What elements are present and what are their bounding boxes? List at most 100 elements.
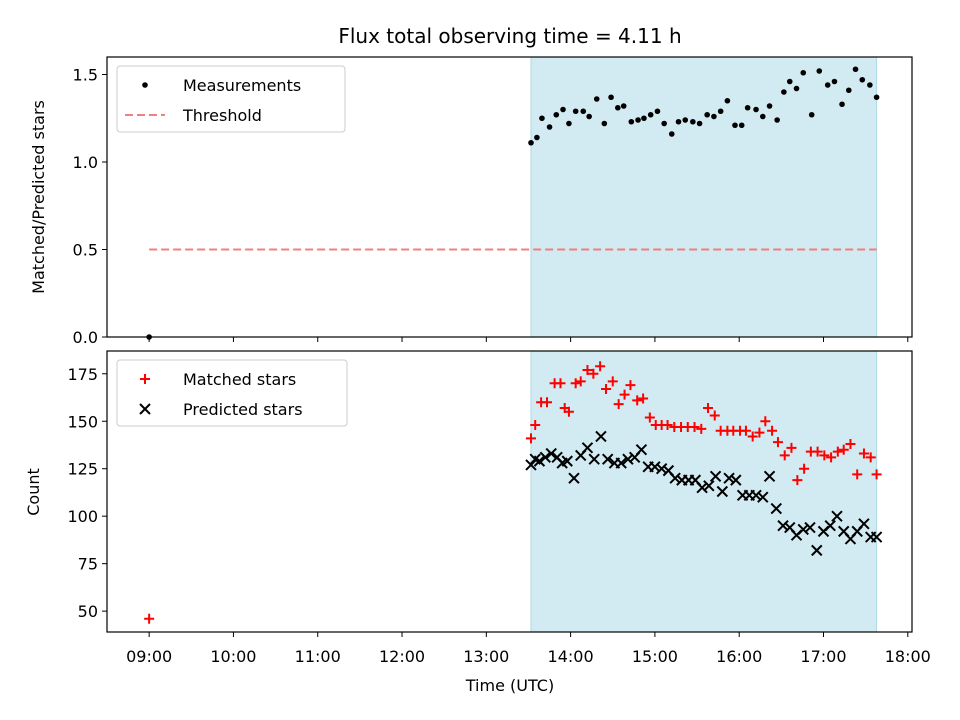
x-tick-label: 17:00 <box>800 647 846 666</box>
data-point <box>845 439 856 450</box>
y-tick-label: 175 <box>67 365 98 384</box>
legend-box <box>116 65 346 133</box>
legend-label: Measurements <box>183 76 301 95</box>
data-point <box>601 453 614 465</box>
data-point <box>675 118 682 125</box>
data-point <box>625 380 636 391</box>
data-point <box>608 94 614 101</box>
legend-marker <box>142 82 148 88</box>
data-point <box>757 491 769 503</box>
data-point <box>709 410 720 421</box>
x-tick-label: 15:00 <box>632 647 678 666</box>
data-point <box>654 108 661 115</box>
data-point <box>819 450 830 461</box>
y-tick-label: 75 <box>78 555 98 574</box>
data-point <box>740 425 751 436</box>
data-point <box>641 115 647 122</box>
data-point <box>831 510 843 522</box>
x-tick-label: 09:00 <box>126 647 172 666</box>
data-point <box>767 425 778 436</box>
data-point <box>601 383 612 394</box>
data-point <box>593 96 600 102</box>
data-point <box>723 472 735 484</box>
data-point <box>588 368 599 379</box>
data-point <box>811 544 823 557</box>
data-point <box>744 104 751 111</box>
data-point <box>826 452 837 463</box>
data-point <box>649 461 661 473</box>
data-point <box>655 463 668 475</box>
data-point <box>754 427 765 438</box>
x-tick-label: 16:00 <box>716 647 762 666</box>
data-point <box>647 111 654 118</box>
data-point <box>144 613 155 624</box>
data-point <box>859 76 866 83</box>
data-point <box>588 453 600 465</box>
data-point <box>760 113 766 120</box>
x-axis-ticks: 09:00 10:00 11:00 12:00 13:00 14:00 15:00 16:00… <box>126 647 931 666</box>
data-point <box>619 389 630 400</box>
data-point <box>865 452 876 463</box>
data-point <box>638 393 649 404</box>
y-tick-label: 1.0 <box>73 153 98 172</box>
data-point <box>572 108 579 115</box>
x-tick-label: 11:00 <box>295 647 341 666</box>
data-point <box>696 481 708 494</box>
data-point <box>832 446 843 457</box>
y-tick-label: 50 <box>78 602 98 621</box>
data-point <box>696 423 707 434</box>
chart-title: Flux total observing time = 4.11 h <box>338 24 681 48</box>
data-point <box>838 444 849 455</box>
data-point <box>793 85 800 92</box>
data-point <box>786 442 797 453</box>
data-point <box>689 421 700 432</box>
data-point <box>566 120 572 127</box>
data-point <box>799 463 810 474</box>
x-tick-label: 14:00 <box>548 647 594 666</box>
data-point <box>635 117 641 123</box>
y-tick-label: 1.5 <box>73 66 98 85</box>
data-point <box>570 378 581 389</box>
data-point <box>852 469 863 480</box>
data-point <box>662 420 673 431</box>
data-point <box>628 118 635 125</box>
plot-frame <box>106 56 913 338</box>
data-point <box>808 111 815 118</box>
data-point <box>525 459 537 471</box>
legend-label: Matched stars <box>183 370 296 389</box>
data-point <box>858 518 870 530</box>
data-point <box>669 472 681 484</box>
y-tick-label: 0.5 <box>73 241 98 260</box>
x-axis-label: Time (UTC) <box>465 676 554 695</box>
data-point <box>620 103 627 109</box>
data-point <box>824 82 831 88</box>
data-point <box>528 139 534 146</box>
data-point <box>561 455 573 467</box>
data-point <box>622 453 634 465</box>
data-point <box>750 489 762 502</box>
data-point <box>595 430 607 443</box>
y-axis-label-count: Count <box>24 468 43 516</box>
y-tick-label: 150 <box>67 412 98 431</box>
series-matched-stars <box>144 361 882 624</box>
data-point <box>703 480 715 492</box>
data-point <box>852 66 859 73</box>
data-point <box>804 521 816 534</box>
data-point <box>770 502 782 515</box>
data-point <box>717 108 724 115</box>
data-point <box>644 412 655 423</box>
data-point <box>816 68 823 74</box>
data-point <box>763 470 776 483</box>
data-point <box>732 122 738 129</box>
data-point <box>873 94 880 101</box>
data-point <box>845 87 852 94</box>
count-panel: 50 75 100 125 150 175 Matched stars Predicted s… <box>67 350 913 637</box>
x-tick-label: 10:00 <box>210 647 256 666</box>
legend-marker <box>140 374 150 384</box>
y-axis-label-ratio: Matched/Predicted stars <box>29 100 48 294</box>
observing-window-shade <box>530 350 878 633</box>
data-point <box>772 437 783 448</box>
legend-box <box>116 359 348 427</box>
data-point <box>545 447 557 460</box>
